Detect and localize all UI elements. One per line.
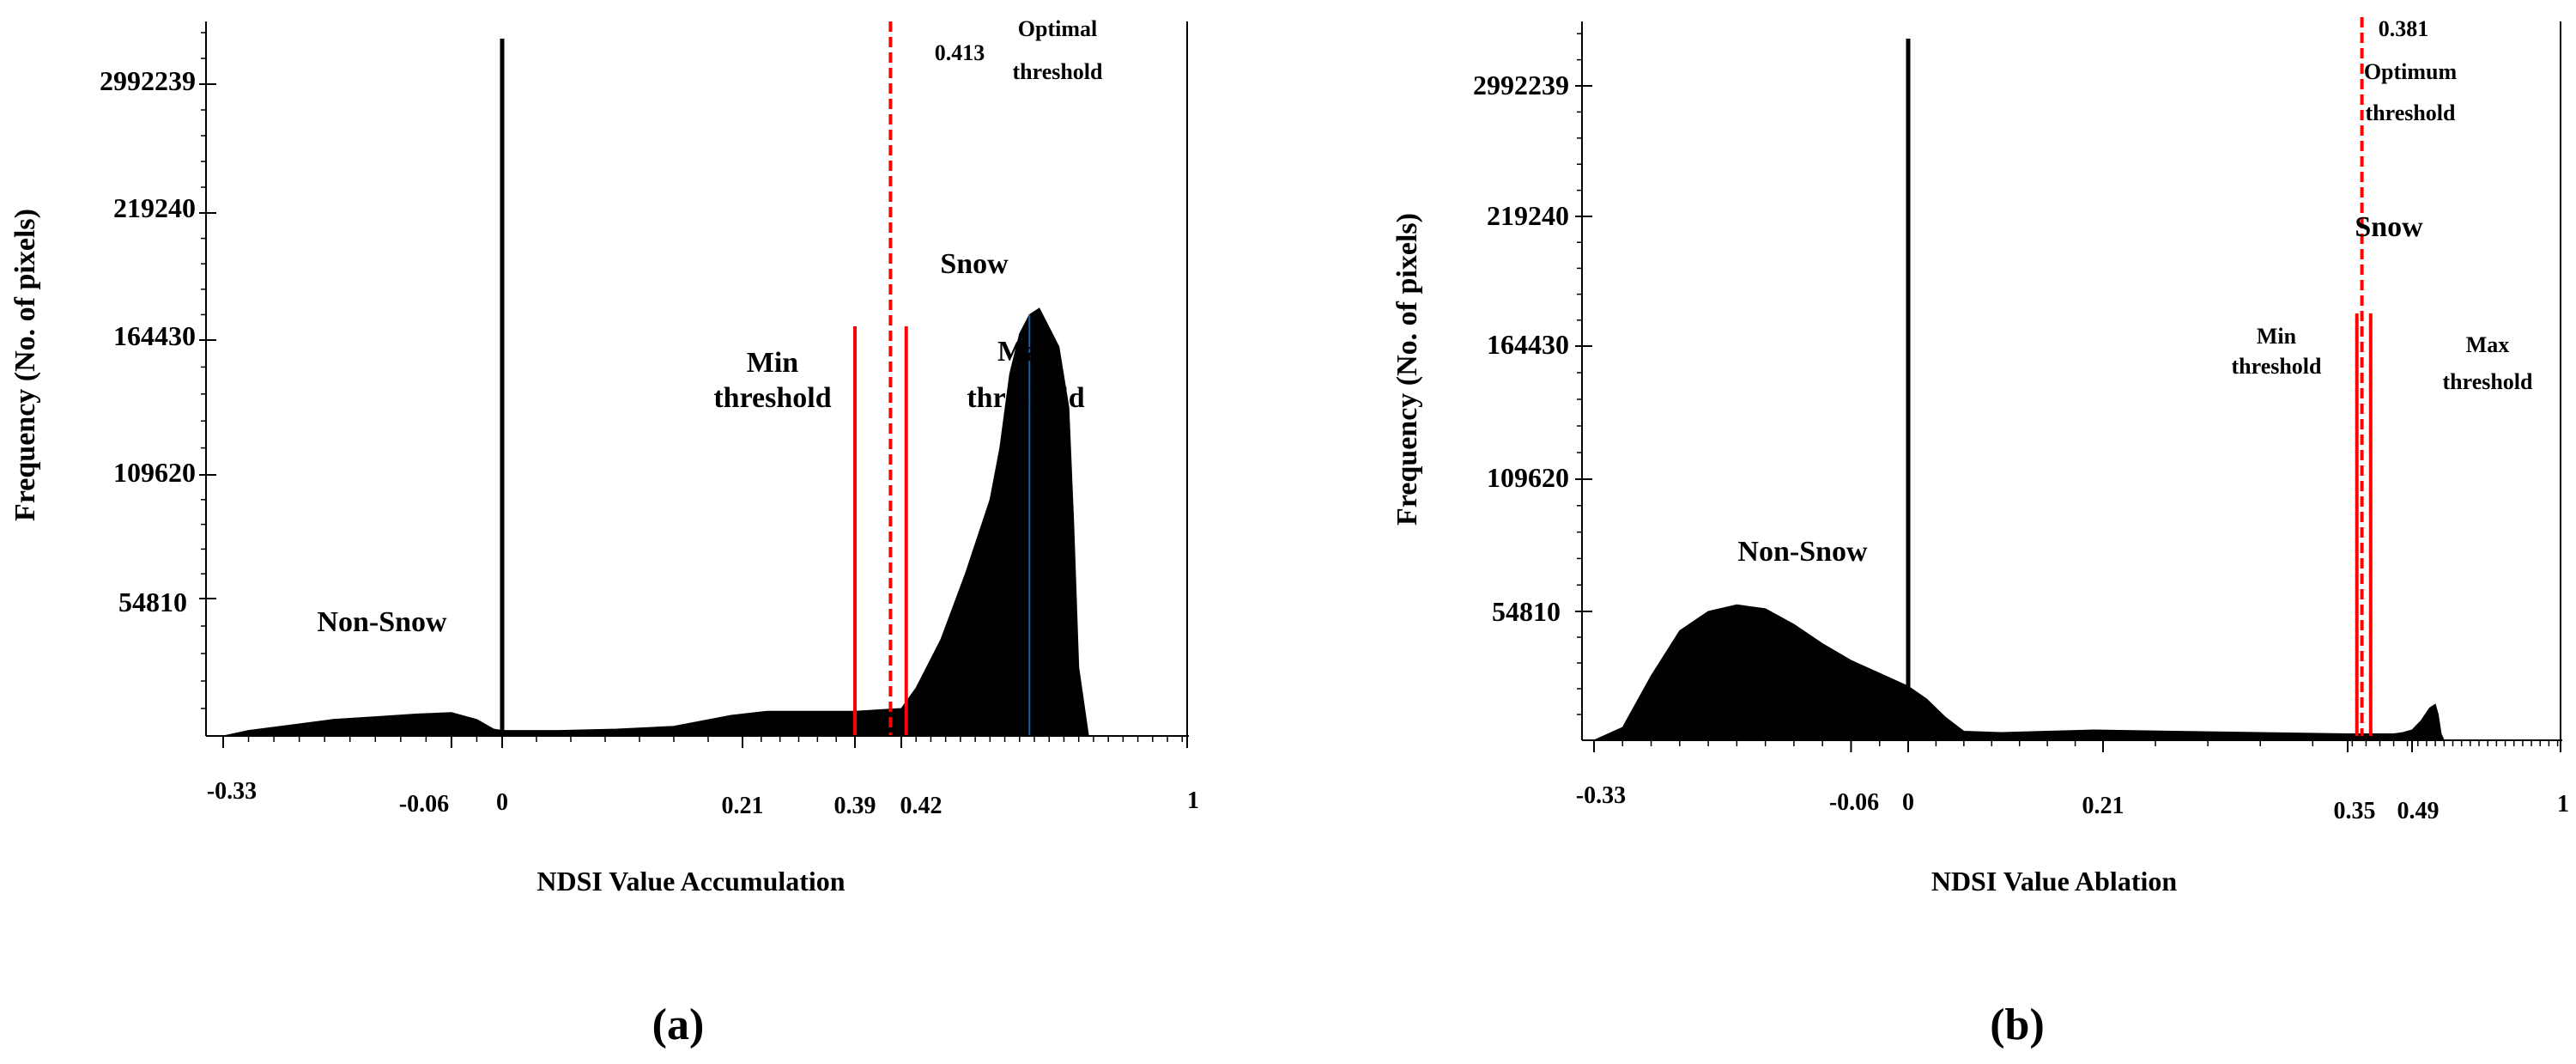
x-axis-label: NDSI Value Ablation: [1931, 866, 2178, 897]
optimal-threshold-value: 0.413: [935, 40, 985, 65]
ticks-layer: [1575, 33, 2561, 752]
y-axis-label: Frequency (No. of pixels): [9, 209, 41, 521]
x-axis-label: NDSI Value Accumulation: [536, 866, 845, 897]
reference-lines-layer: [500, 21, 1031, 736]
min-threshold-label: Min: [2257, 324, 2297, 349]
histogram-area: [1593, 604, 2446, 741]
histogram-layer: [1593, 604, 2446, 741]
y-tick-label: 219240: [1487, 200, 1569, 231]
min-threshold-label: threshold: [2232, 354, 2323, 379]
optimal-threshold-value: 0.381: [2379, 16, 2429, 41]
snow-label: Snow: [940, 248, 1009, 280]
max-threshold-label: Max: [997, 336, 1054, 368]
snow-label: Snow: [2355, 211, 2423, 243]
histogram-layer: [222, 307, 1089, 737]
x-tick-label: 1: [1187, 787, 1199, 814]
y-axis-label: Frequency (No. of pixels): [1391, 213, 1423, 526]
optimal-threshold-label: Optimum: [2364, 59, 2458, 84]
axes-layer: [1581, 21, 2562, 741]
optimal-threshold-label: threshold: [1013, 59, 1104, 84]
axes-layer: [205, 21, 1189, 737]
x-tick-label: 0: [1902, 789, 1914, 816]
y-tick-label: 164430: [113, 320, 196, 351]
x-tick-label: -0.33: [207, 778, 257, 805]
y-tick-label: 109620: [113, 457, 196, 488]
x-tick-label: -0.33: [1576, 782, 1626, 809]
panel-a: 2992239 219240 164430 109620 54810 -0.33…: [9, 16, 1199, 1049]
y-tick-label: 164430: [1487, 329, 1569, 360]
panel-label: (a): [652, 1000, 705, 1049]
y-tick-label: 2992239: [100, 65, 196, 96]
panel-label: (b): [1990, 1000, 2045, 1049]
y-tick-label: 2992239: [1473, 70, 1569, 100]
x-tick-label: -0.06: [1829, 789, 1879, 816]
x-tick-label: 1: [2557, 791, 2569, 818]
max-threshold-label: threshold: [967, 382, 1084, 414]
optimal-threshold-label: Optimal: [1018, 16, 1097, 41]
histogram-area: [222, 307, 1089, 737]
x-tick-label: 0.42: [900, 793, 943, 819]
x-tick-label: 0.21: [722, 793, 764, 819]
x-tick-label: 0: [496, 789, 508, 816]
y-tick-label: 54810: [1492, 596, 1561, 627]
max-threshold-label: threshold: [2443, 369, 2534, 394]
non-snow-label: Non-Snow: [1737, 536, 1868, 568]
panel-b: 2992239 219240 164430 109620 54810 -0.33…: [1391, 16, 2569, 1049]
max-threshold-label: Max: [2466, 332, 2510, 357]
y-tick-label: 219240: [113, 192, 196, 223]
x-tick-label: 0.49: [2397, 798, 2440, 824]
reference-lines-layer: [1906, 17, 2373, 740]
y-tick-label: 109620: [1487, 462, 1569, 493]
ticks-layer: [199, 32, 1188, 748]
x-tick-label: 0.21: [2082, 793, 2124, 819]
x-tick-label: 0.39: [834, 793, 876, 819]
min-threshold-label: Min: [747, 347, 799, 379]
x-tick-label: 0.35: [2334, 798, 2376, 824]
x-tick-label: -0.06: [399, 791, 449, 818]
optimal-threshold-label: threshold: [2366, 100, 2457, 125]
y-tick-label: 54810: [118, 587, 187, 617]
non-snow-label: Non-Snow: [317, 606, 447, 638]
min-threshold-label: threshold: [713, 382, 831, 414]
